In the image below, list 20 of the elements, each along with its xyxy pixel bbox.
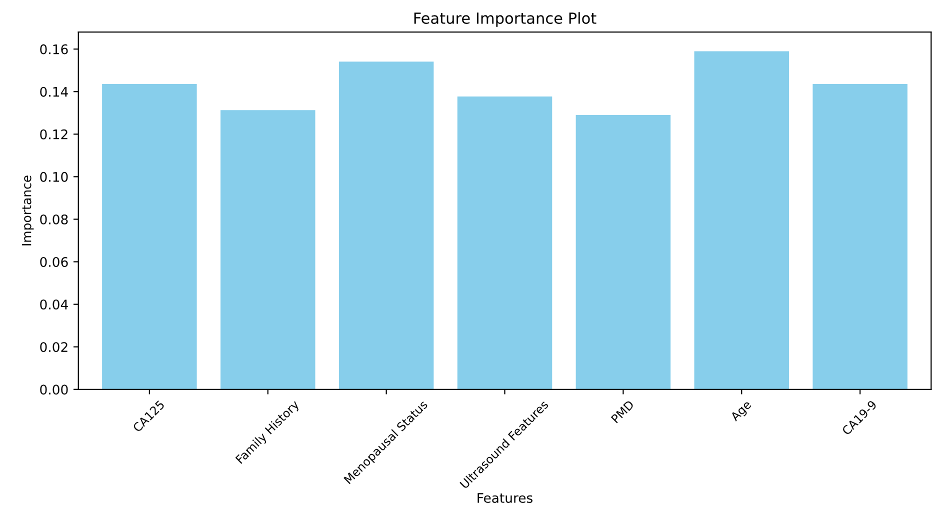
bar — [812, 84, 908, 390]
y-tick-label: 0.12 — [40, 129, 68, 140]
bar — [220, 110, 316, 390]
y-tick-label: 0.06 — [40, 256, 68, 267]
y-tick-label: 0.02 — [40, 342, 68, 352]
bar — [338, 62, 434, 390]
bar — [694, 51, 790, 390]
x-axis-title: Features — [478, 493, 532, 503]
bar — [102, 84, 197, 390]
y-tick-label: 0.08 — [40, 214, 68, 224]
y-tick-label: 0.00 — [40, 384, 68, 395]
x-tick-label: Age — [730, 400, 754, 424]
chart-title: Feature Importance Plot — [414, 12, 596, 27]
y-tick-label: 0.14 — [40, 86, 68, 97]
y-tick-label: 0.04 — [40, 300, 68, 310]
bar — [457, 96, 552, 390]
bar — [576, 115, 671, 390]
y-tick-label: 0.16 — [40, 44, 68, 54]
y-axis-title: Importance — [22, 176, 34, 246]
y-tick-label: 0.10 — [40, 172, 68, 182]
